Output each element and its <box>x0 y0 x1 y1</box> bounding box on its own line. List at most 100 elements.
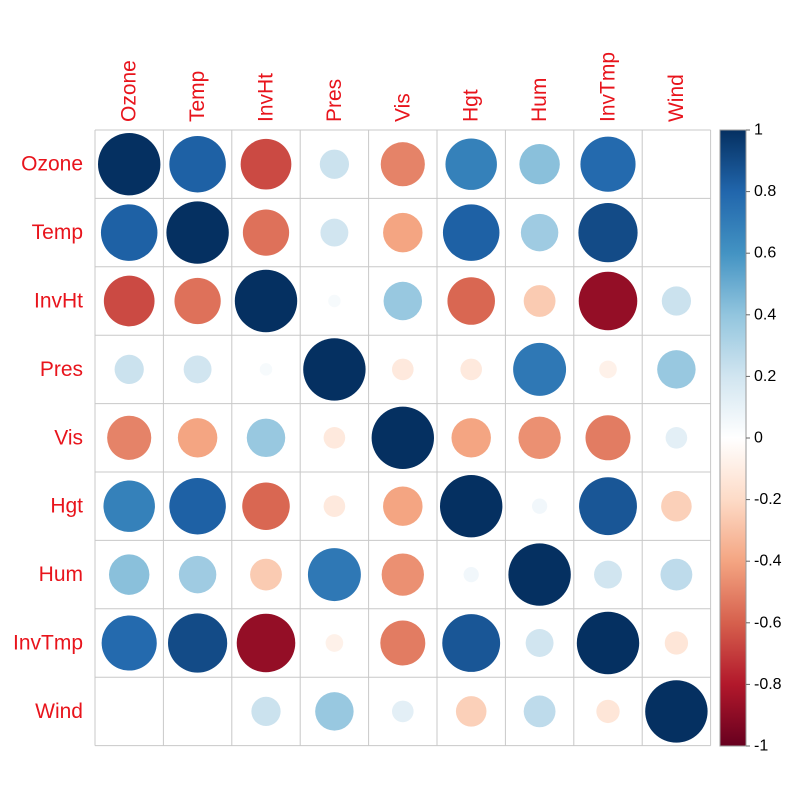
corr-circle-hgt-wind <box>661 490 692 522</box>
legend-tick-label: -0.2 <box>754 491 782 508</box>
corr-circle-invht-temp <box>174 277 221 325</box>
corr-circle-wind-hgt <box>455 696 487 727</box>
corr-circle-invht-hgt <box>447 277 495 325</box>
column-label-vis: Vis <box>391 93 414 122</box>
corr-circle-wind-invht <box>251 696 281 727</box>
corr-circle-hum-vis <box>381 553 424 596</box>
corr-circle-invtmp-ozone <box>101 615 157 671</box>
corr-circle-invht-invht <box>234 269 298 333</box>
corr-circle-wind-hum <box>523 695 556 728</box>
corr-circle-pres-invht <box>259 363 273 376</box>
corr-circle-wind-vis <box>391 700 414 723</box>
corr-circle-ozone-hum <box>519 143 560 185</box>
column-label-ozone: Ozone <box>118 60 141 122</box>
corr-circle-hum-temp <box>178 555 217 594</box>
corr-circle-hgt-temp <box>169 477 226 535</box>
corr-circle-invtmp-vis <box>380 620 426 666</box>
corr-circle-invtmp-pres <box>325 634 344 652</box>
corr-circle-pres-pres <box>303 338 366 401</box>
corr-circle-pres-invtmp <box>599 360 617 379</box>
row-label-vis: Vis <box>54 426 83 449</box>
corr-circle-hum-hgt <box>463 566 479 583</box>
corr-circle-pres-hgt <box>460 358 483 381</box>
row-label-temp: Temp <box>32 221 83 244</box>
row-label-pres: Pres <box>40 358 83 381</box>
corr-circle-hgt-ozone <box>103 480 155 532</box>
legend-tick-label: -0.4 <box>754 553 782 570</box>
corr-circle-wind-invtmp <box>596 699 620 724</box>
corr-circle-pres-ozone <box>114 354 144 385</box>
column-label-temp: Temp <box>186 71 209 122</box>
row-label-hum: Hum <box>39 563 83 586</box>
corr-circle-invht-invtmp <box>578 271 638 331</box>
corr-circle-hgt-vis <box>383 486 423 526</box>
row-label-invtmp: InvTmp <box>13 632 83 655</box>
corr-circle-vis-pres <box>323 426 346 449</box>
corr-circle-temp-invht <box>242 209 290 256</box>
corr-circle-invht-vis <box>383 281 423 321</box>
corr-circle-temp-ozone <box>100 204 158 261</box>
corr-circle-ozone-hgt <box>445 138 497 190</box>
corr-circle-hum-pres <box>307 548 361 602</box>
corr-circle-temp-pres <box>320 218 349 247</box>
matrix-grid <box>94 129 712 747</box>
color-legend-ticks: 1 0.8 0.6 0.4 0.2 0 -0.2 -0.4 -0.6 -0.8 -1 <box>746 122 782 755</box>
column-label-hgt: Hgt <box>460 89 483 122</box>
corr-circle-hum-wind <box>660 558 693 591</box>
legend-tick-label: 0.8 <box>754 183 776 200</box>
corr-circle-wind-pres <box>315 692 354 731</box>
corr-circle-hgt-invtmp <box>579 477 637 536</box>
corr-circle-vis-invht <box>246 418 286 458</box>
corr-circle-invtmp-invtmp <box>576 611 640 675</box>
corr-circle-invtmp-invht <box>236 613 296 673</box>
row-labels: Ozone Temp InvHt Pres Vis Hgt Hum InvTmp Wind <box>13 153 83 723</box>
correlation-circles <box>98 133 708 743</box>
corr-circle-ozone-pres <box>319 149 350 179</box>
corr-circle-invht-hum <box>523 285 556 317</box>
corr-circle-ozone-ozone <box>98 133 161 196</box>
corr-circle-invtmp-hgt <box>442 614 501 672</box>
column-label-wind: Wind <box>665 74 688 122</box>
legend-tick-label: -1 <box>754 738 768 755</box>
corr-circle-temp-hum <box>520 213 559 252</box>
corr-circle-wind-wind <box>645 680 708 743</box>
legend-tick-label: 1 <box>754 122 763 139</box>
corr-circle-vis-temp <box>177 418 218 458</box>
legend-tick-label: -0.8 <box>754 676 782 693</box>
color-legend-bar <box>719 129 747 747</box>
legend-tick-label: 0 <box>754 430 763 447</box>
corr-circle-hgt-pres <box>323 495 346 518</box>
corr-circle-invtmp-wind <box>664 631 689 655</box>
column-labels: Ozone Temp InvHt Pres Vis Hgt Hum InvTmp Wind <box>118 52 688 122</box>
corr-circle-invtmp-temp <box>168 613 228 673</box>
column-label-invht: InvHt <box>255 73 278 122</box>
row-label-ozone: Ozone <box>21 153 83 176</box>
legend-tick-label: 0.4 <box>754 306 776 323</box>
corr-circle-temp-temp <box>166 201 229 264</box>
column-label-hum: Hum <box>528 78 551 122</box>
row-label-invht: InvHt <box>34 290 83 313</box>
corr-circle-vis-hgt <box>451 418 491 458</box>
column-label-pres: Pres <box>323 79 346 122</box>
corr-circle-vis-vis <box>371 406 434 469</box>
corr-circle-ozone-invtmp <box>580 136 636 192</box>
corr-circle-hum-hum <box>508 543 571 606</box>
legend-tick-label: -0.6 <box>754 614 782 631</box>
corr-circle-hum-ozone <box>108 554 150 595</box>
legend-tick-label: 0.2 <box>754 368 776 385</box>
row-label-hgt: Hgt <box>50 495 83 518</box>
column-label-invtmp: InvTmp <box>597 52 620 122</box>
corr-circle-hgt-invht <box>242 482 290 530</box>
corr-circle-vis-ozone <box>107 415 152 460</box>
corr-circle-temp-invtmp <box>578 203 638 263</box>
row-label-wind: Wind <box>35 700 83 723</box>
corr-circle-temp-hgt <box>442 204 500 261</box>
legend-tick-label: 0.6 <box>754 245 776 262</box>
corr-circle-invht-ozone <box>103 275 155 327</box>
corr-circle-vis-invtmp <box>585 415 631 461</box>
corr-circle-temp-vis <box>383 212 423 253</box>
corr-circle-pres-hum <box>513 342 567 396</box>
corr-circle-pres-wind <box>657 350 696 389</box>
corr-circle-invtmp-hum <box>525 629 554 657</box>
